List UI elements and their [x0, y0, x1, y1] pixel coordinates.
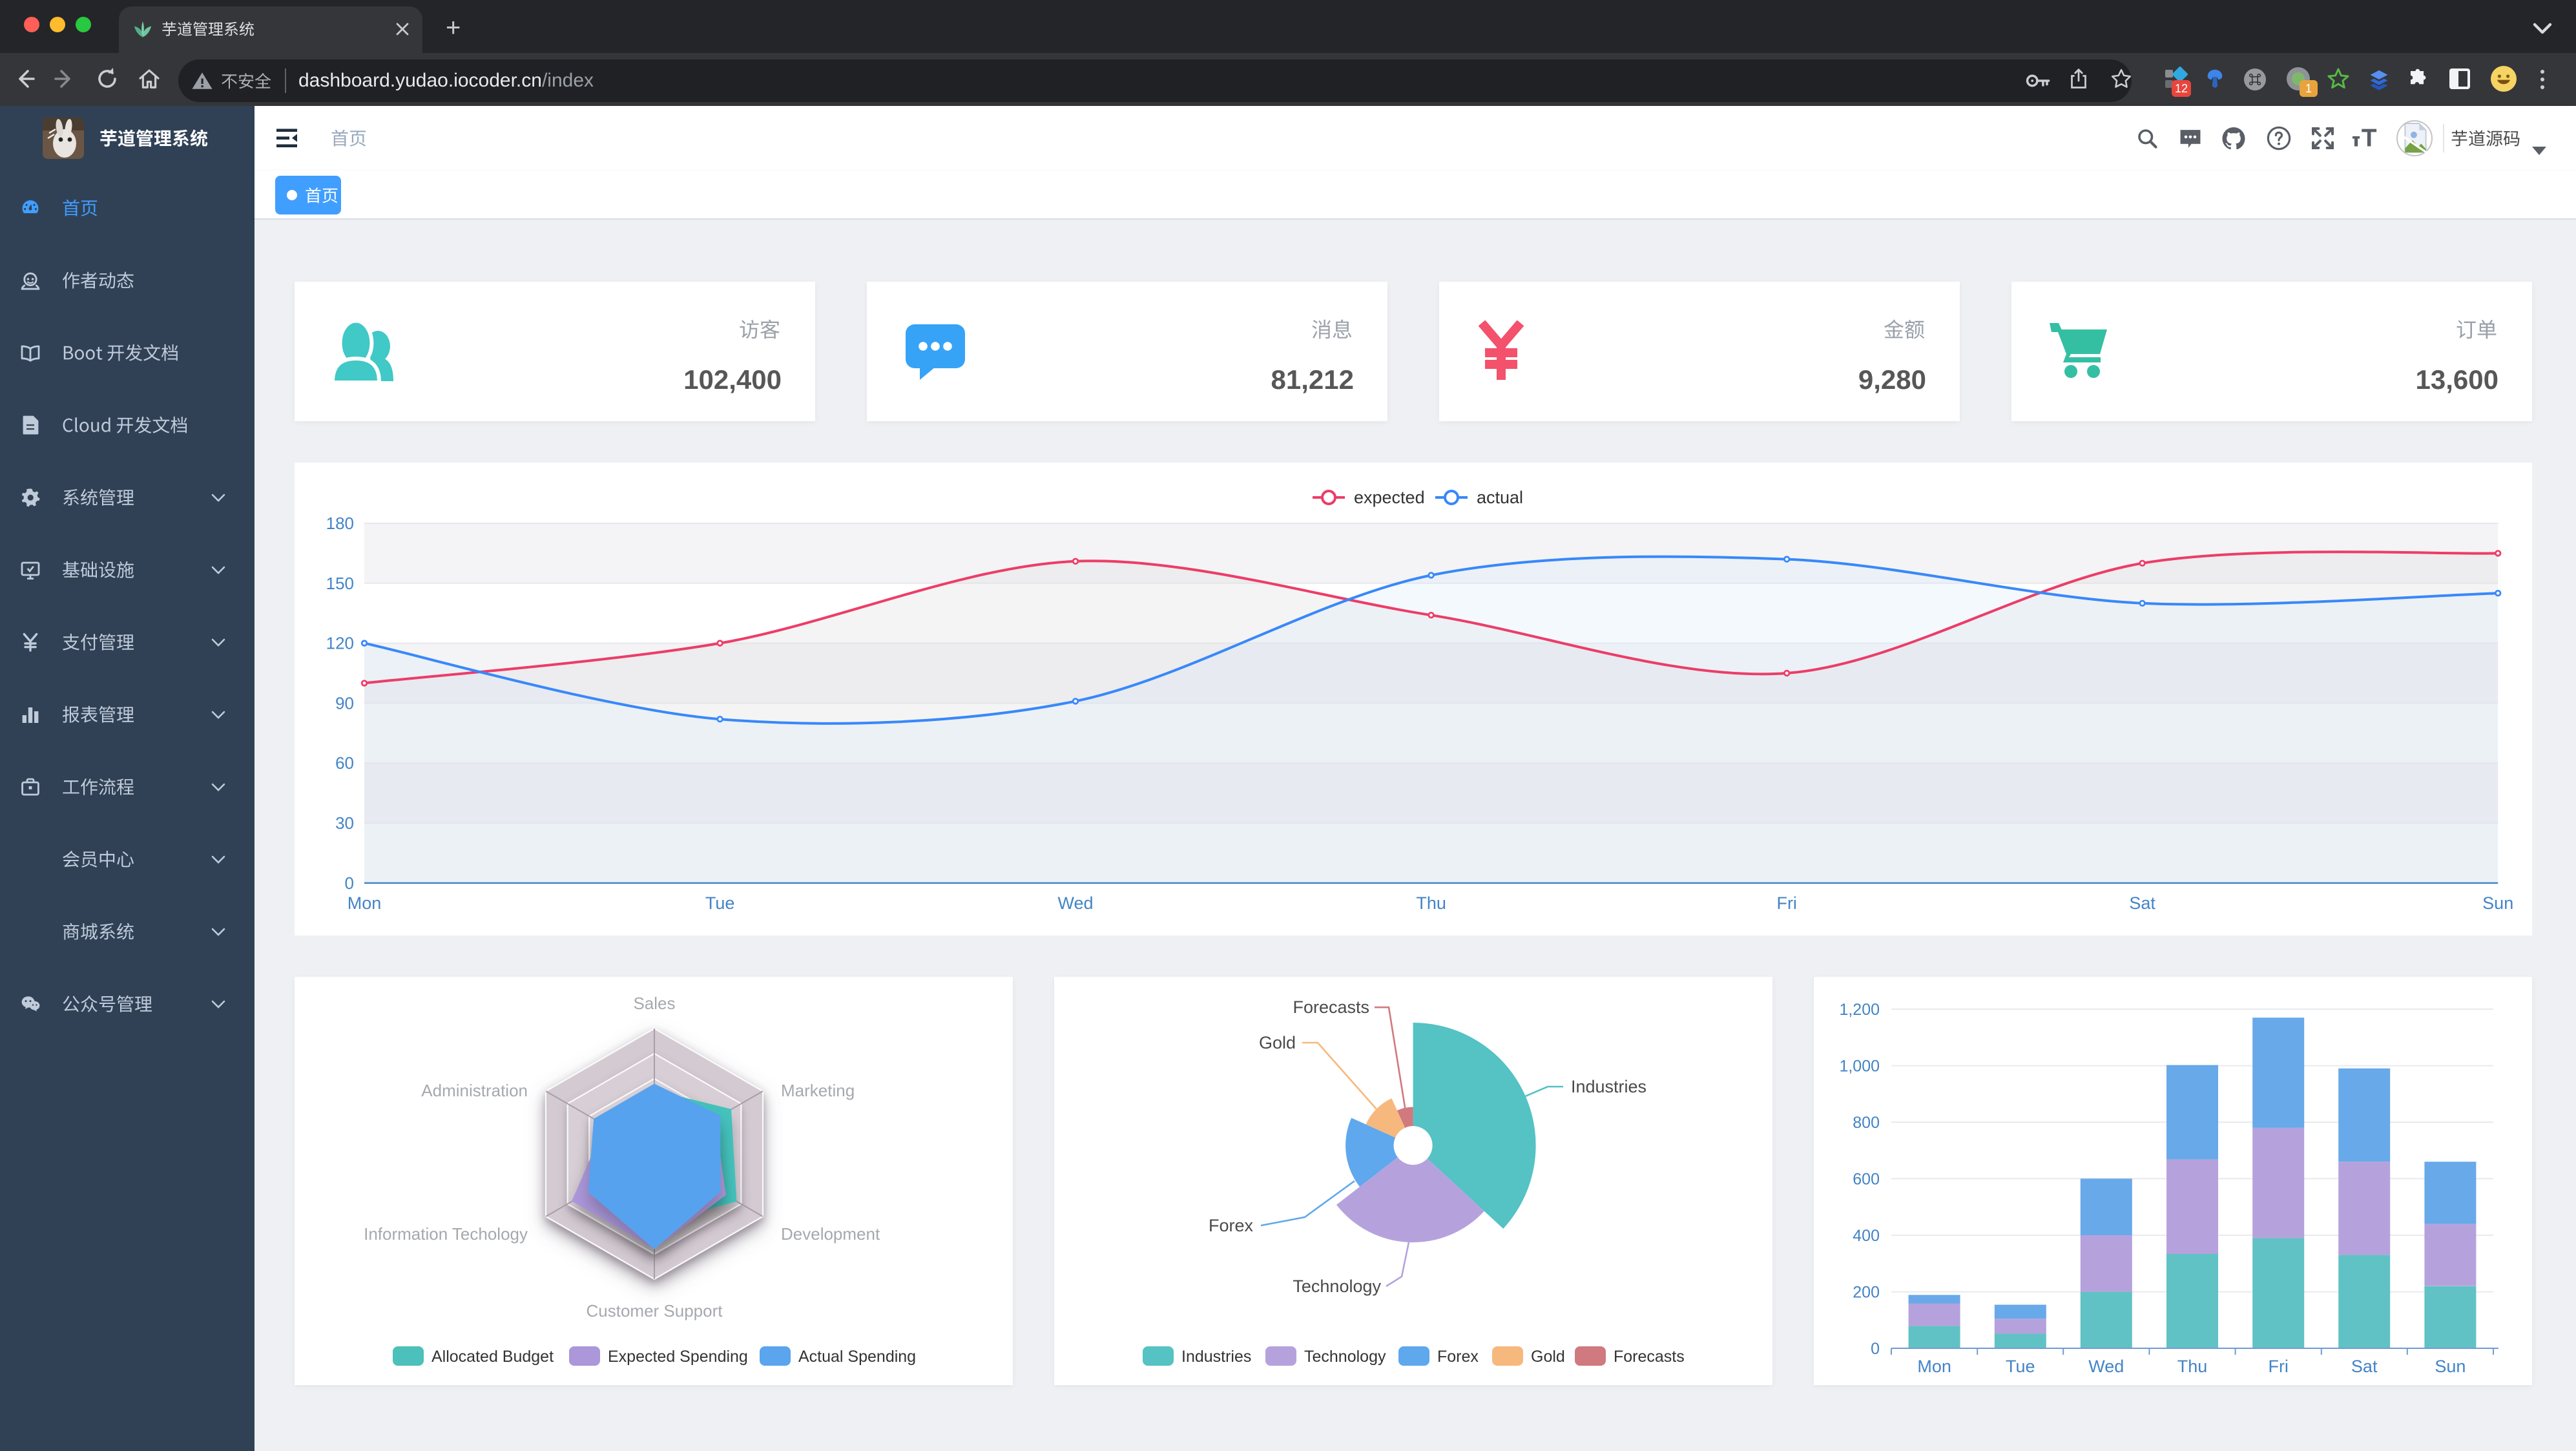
svg-text:60: 60 — [335, 753, 354, 773]
svg-text:90: 90 — [335, 693, 354, 713]
svg-text:120: 120 — [326, 634, 354, 653]
svg-text:150: 150 — [326, 574, 354, 593]
svg-text:180: 180 — [326, 514, 354, 533]
svg-text:Sat: Sat — [2129, 893, 2155, 913]
svg-text:Sun: Sun — [2482, 893, 2513, 913]
svg-text:Mon: Mon — [348, 893, 382, 913]
svg-text:30: 30 — [335, 813, 354, 833]
svg-text:Tue: Tue — [705, 893, 735, 913]
svg-text:Fri: Fri — [1776, 893, 1796, 913]
svg-text:expected: expected — [1354, 488, 1425, 507]
svg-text:Wed: Wed — [1057, 893, 1093, 913]
svg-text:0: 0 — [345, 873, 354, 893]
svg-text:Thu: Thu — [1416, 893, 1446, 913]
svg-text:actual: actual — [1477, 488, 1523, 507]
